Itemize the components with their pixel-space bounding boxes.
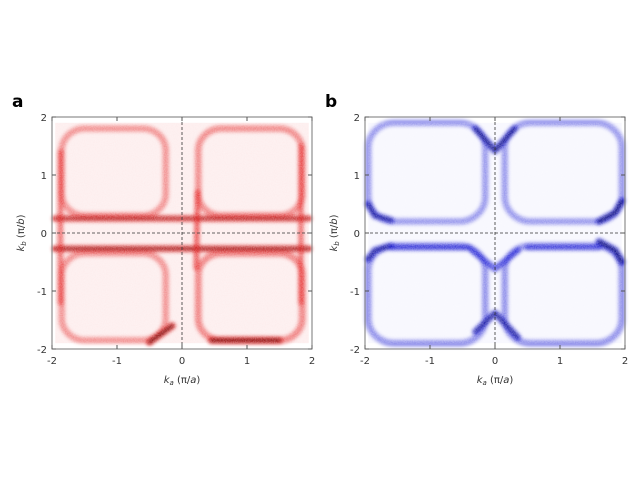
y-tick-label: 0 — [354, 229, 360, 240]
axis-label-unit-variable: b — [16, 218, 27, 224]
x-axis-label: ka (π/a) — [477, 375, 514, 387]
y-tick-label: -2 — [37, 345, 47, 356]
axis-label-unit-variable: a — [503, 375, 509, 386]
y-axis-label: kb (π/b) — [329, 214, 341, 251]
x-tick-label: 0 — [492, 356, 498, 367]
axis-label-unit-prefix: (π/ — [487, 375, 504, 386]
axis-label-unit-variable: b — [329, 218, 340, 224]
y-tick-label: 2 — [354, 113, 360, 124]
axis-label-unit-suffix: ) — [16, 214, 27, 218]
x-tick-label: 2 — [309, 356, 315, 367]
axis-label-unit-suffix: ) — [329, 214, 340, 218]
x-tick-label: 1 — [557, 356, 563, 367]
panel-label: b — [325, 92, 337, 112]
x-tick-label: -2 — [47, 356, 57, 367]
y-tick-label: 0 — [41, 229, 47, 240]
x-tick-label: 1 — [244, 356, 250, 367]
axis-label-unit-suffix: ) — [509, 375, 513, 386]
axis-label-unit-prefix: (π/ — [16, 224, 27, 241]
y-tick-label: 1 — [41, 171, 47, 182]
axis-label-unit-prefix: (π/ — [329, 224, 340, 241]
y-tick-label: -1 — [37, 287, 47, 298]
x-tick-label: -1 — [425, 356, 435, 367]
axis-label-subscript: b — [333, 241, 341, 246]
axis-label-variable: k — [16, 245, 27, 252]
y-tick-label: -1 — [350, 287, 360, 298]
axis-label-variable: k — [164, 375, 171, 386]
y-axis-label: kb (π/b) — [16, 214, 28, 251]
x-tick-label: -1 — [112, 356, 122, 367]
axis-label-unit-suffix: ) — [196, 375, 200, 386]
axis-label-subscript: b — [20, 241, 28, 246]
y-tick-label: 1 — [354, 171, 360, 182]
axis-label-subscript: a — [169, 379, 173, 387]
axis-label-unit-variable: a — [190, 375, 196, 386]
axis-label-unit-prefix: (π/ — [174, 375, 191, 386]
x-tick-label: 0 — [179, 356, 185, 367]
panel-label: a — [12, 92, 23, 112]
y-tick-label: -2 — [350, 345, 360, 356]
y-tick-label: 2 — [41, 113, 47, 124]
x-tick-label: -2 — [360, 356, 370, 367]
x-axis-label: ka (π/a) — [164, 375, 201, 387]
axis-label-subscript: a — [482, 379, 486, 387]
axis-label-variable: k — [477, 375, 484, 386]
x-tick-label: 2 — [622, 356, 628, 367]
axis-label-variable: k — [329, 245, 340, 252]
